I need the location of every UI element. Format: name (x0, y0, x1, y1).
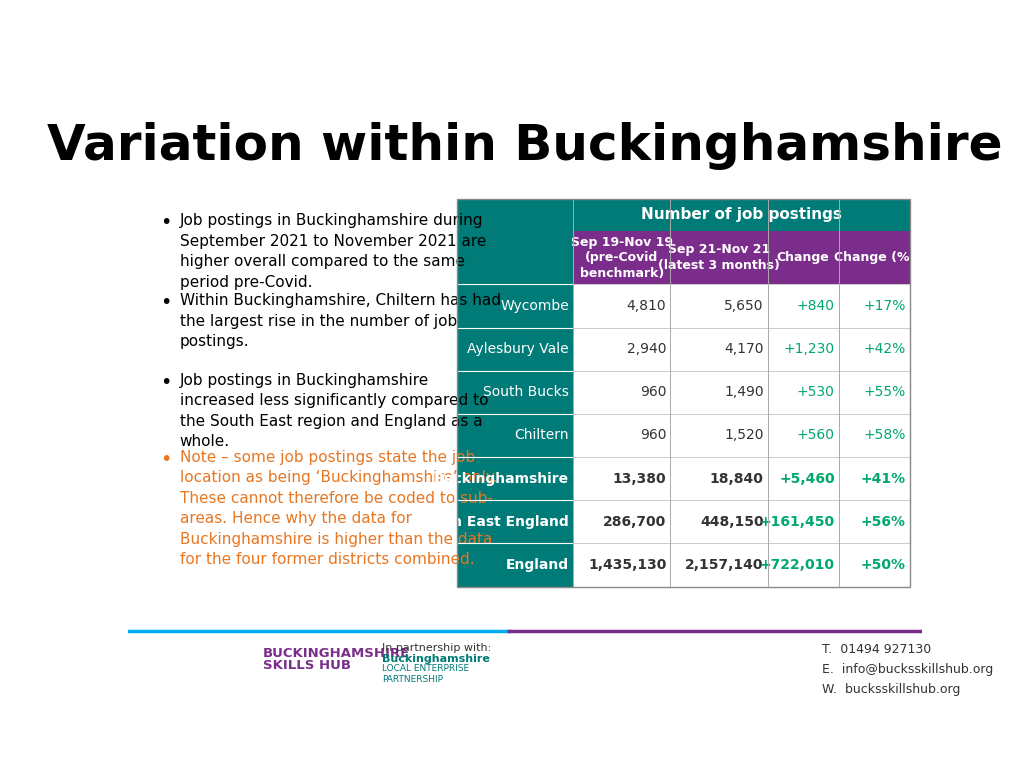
Text: +50%: +50% (861, 558, 906, 572)
FancyBboxPatch shape (768, 414, 839, 457)
Text: Number of job postings: Number of job postings (641, 207, 842, 223)
Text: +530: +530 (797, 386, 835, 399)
Text: 286,700: 286,700 (603, 515, 667, 529)
Text: Within Buckinghamshire, Chiltern has had
the largest rise in the number of job
p: Within Buckinghamshire, Chiltern has had… (179, 293, 501, 349)
FancyBboxPatch shape (671, 327, 768, 371)
FancyBboxPatch shape (839, 544, 909, 587)
FancyBboxPatch shape (768, 457, 839, 500)
Text: +56%: +56% (861, 515, 906, 529)
Text: South Bucks: South Bucks (483, 386, 569, 399)
Text: 18,840: 18,840 (710, 472, 764, 485)
Text: Change: Change (777, 251, 829, 264)
Text: +42%: +42% (863, 342, 906, 356)
Text: Buckinghamshire: Buckinghamshire (382, 654, 489, 664)
Text: 4,170: 4,170 (724, 342, 764, 356)
Text: 2,157,140: 2,157,140 (685, 558, 764, 572)
Text: BUCKINGHAMSHIRE: BUCKINGHAMSHIRE (263, 647, 411, 660)
FancyBboxPatch shape (458, 544, 573, 587)
FancyBboxPatch shape (573, 414, 671, 457)
FancyBboxPatch shape (573, 544, 671, 587)
FancyBboxPatch shape (671, 544, 768, 587)
Text: Note – some job postings state the job
location as being ‘Buckinghamshire’ only.: Note – some job postings state the job l… (179, 450, 498, 567)
Text: Aylesbury Vale: Aylesbury Vale (468, 342, 569, 356)
FancyBboxPatch shape (839, 284, 909, 327)
Text: •: • (160, 450, 171, 469)
Text: 2,940: 2,940 (627, 342, 667, 356)
Text: +1,230: +1,230 (783, 342, 835, 356)
Text: +840: +840 (797, 299, 835, 313)
Text: 1,435,130: 1,435,130 (588, 558, 667, 572)
FancyBboxPatch shape (573, 371, 671, 414)
FancyBboxPatch shape (671, 284, 768, 327)
Text: 1,520: 1,520 (724, 429, 764, 442)
FancyBboxPatch shape (839, 500, 909, 544)
Text: 13,380: 13,380 (612, 472, 667, 485)
FancyBboxPatch shape (458, 371, 573, 414)
FancyBboxPatch shape (573, 457, 671, 500)
Text: Sep 19-Nov 19
(pre-Covid
benchmark): Sep 19-Nov 19 (pre-Covid benchmark) (570, 236, 673, 280)
Text: +41%: +41% (860, 472, 906, 485)
FancyBboxPatch shape (458, 199, 573, 231)
Text: Sep 21-Nov 21
(latest 3 months): Sep 21-Nov 21 (latest 3 months) (658, 243, 780, 272)
Text: +722,010: +722,010 (760, 558, 835, 572)
Text: +161,450: +161,450 (760, 515, 835, 529)
Text: •: • (160, 293, 171, 313)
FancyBboxPatch shape (573, 327, 671, 371)
Text: England: England (506, 558, 569, 572)
Text: LOCAL ENTERPRISE
PARTNERSHIP: LOCAL ENTERPRISE PARTNERSHIP (382, 664, 469, 684)
Text: 960: 960 (640, 429, 667, 442)
Text: 5,650: 5,650 (724, 299, 764, 313)
FancyBboxPatch shape (768, 327, 839, 371)
FancyBboxPatch shape (839, 457, 909, 500)
FancyBboxPatch shape (458, 284, 573, 327)
Text: Job postings in Buckinghamshire
increased less significantly compared to
the Sou: Job postings in Buckinghamshire increase… (179, 373, 488, 449)
Text: 448,150: 448,150 (700, 515, 764, 529)
Text: •: • (160, 373, 171, 392)
FancyBboxPatch shape (458, 500, 573, 544)
Text: Job postings in Buckinghamshire during
September 2021 to November 2021 are
highe: Job postings in Buckinghamshire during S… (179, 214, 486, 290)
FancyBboxPatch shape (671, 500, 768, 544)
Text: Variation within Buckinghamshire: Variation within Buckinghamshire (47, 121, 1002, 170)
Text: Wycombe: Wycombe (501, 299, 569, 313)
Text: 960: 960 (640, 386, 667, 399)
FancyBboxPatch shape (573, 199, 909, 231)
FancyBboxPatch shape (671, 371, 768, 414)
FancyBboxPatch shape (839, 327, 909, 371)
FancyBboxPatch shape (839, 371, 909, 414)
FancyBboxPatch shape (768, 284, 839, 327)
Text: SKILLS HUB: SKILLS HUB (263, 659, 351, 672)
FancyBboxPatch shape (573, 500, 671, 544)
Text: 1,490: 1,490 (724, 386, 764, 399)
Text: 4,810: 4,810 (627, 299, 667, 313)
FancyBboxPatch shape (768, 500, 839, 544)
FancyBboxPatch shape (768, 544, 839, 587)
FancyBboxPatch shape (458, 457, 573, 500)
Text: +560: +560 (797, 429, 835, 442)
Text: •: • (160, 214, 171, 233)
FancyBboxPatch shape (671, 414, 768, 457)
Text: +17%: +17% (863, 299, 906, 313)
Text: In partnership with:: In partnership with: (382, 644, 492, 654)
Text: Chiltern: Chiltern (515, 429, 569, 442)
FancyBboxPatch shape (458, 414, 573, 457)
FancyBboxPatch shape (671, 457, 768, 500)
Text: +58%: +58% (863, 429, 906, 442)
FancyBboxPatch shape (458, 327, 573, 371)
Text: T.  01494 927130
E.  info@bucksskillshub.org
W.  bucksskillshub.org: T. 01494 927130 E. info@bucksskillshub.o… (822, 644, 993, 697)
FancyBboxPatch shape (573, 284, 671, 327)
FancyBboxPatch shape (768, 371, 839, 414)
Text: +55%: +55% (863, 386, 906, 399)
Text: Buckinghamshire: Buckinghamshire (434, 472, 569, 485)
Text: South East England: South East England (417, 515, 569, 529)
FancyBboxPatch shape (458, 231, 573, 284)
FancyBboxPatch shape (839, 414, 909, 457)
FancyBboxPatch shape (573, 231, 909, 284)
Text: Change (%): Change (%) (834, 251, 914, 264)
Text: +5,460: +5,460 (779, 472, 835, 485)
